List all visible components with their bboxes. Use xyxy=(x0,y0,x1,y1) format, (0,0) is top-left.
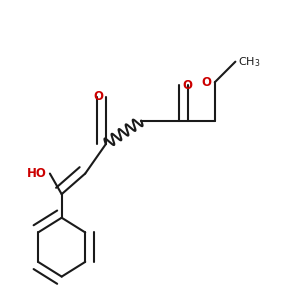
Text: O: O xyxy=(182,79,192,92)
Text: O: O xyxy=(202,76,212,89)
Text: O: O xyxy=(93,91,103,103)
Text: CH$_3$: CH$_3$ xyxy=(238,55,261,69)
Text: HO: HO xyxy=(27,167,47,180)
